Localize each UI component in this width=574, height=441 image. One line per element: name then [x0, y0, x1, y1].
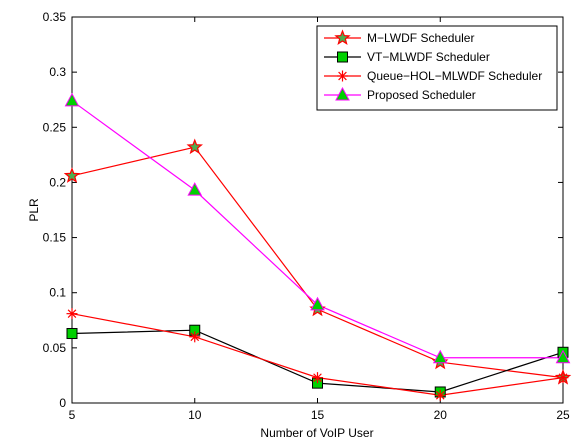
data-point-asterisk	[557, 372, 569, 384]
data-point-asterisk	[189, 331, 201, 343]
data-point-square	[66, 328, 78, 340]
legend-label: Proposed Scheduler	[367, 88, 476, 102]
data-point-asterisk	[434, 389, 446, 401]
y-tick-label: 0.2	[49, 175, 66, 189]
y-tick-label: 0	[59, 396, 66, 410]
data-point-asterisk-stroke	[67, 309, 77, 318]
data-point-star	[186, 138, 203, 155]
data-point-triangle	[310, 296, 325, 311]
data-point-asterisk-stroke	[313, 373, 322, 382]
data-point-asterisk-stroke	[558, 373, 568, 382]
legend-label: Queue−HOL−MLWDF Scheduler	[367, 69, 542, 83]
data-point-triangle	[64, 92, 80, 107]
y-tick-label: 0.15	[43, 231, 67, 245]
x-axis-title: Number of VoIP User	[260, 426, 373, 440]
legend-marker-star	[334, 29, 351, 46]
data-point-asterisk-stroke	[435, 390, 445, 400]
data-point-asterisk-stroke	[190, 332, 200, 342]
series-layer	[63, 92, 572, 401]
y-tick-label: 0.25	[43, 120, 67, 134]
x-tick-label: 15	[311, 408, 325, 422]
data-point-triangle	[555, 349, 571, 364]
data-point-triangle	[432, 349, 448, 364]
y-axis-title: PLR	[27, 198, 41, 222]
x-tick-label: 25	[556, 408, 570, 422]
data-point-asterisk	[66, 308, 78, 320]
y-tick-label: 0.3	[49, 65, 66, 79]
x-tick-label: 5	[69, 408, 76, 422]
series-markers-2	[66, 308, 569, 401]
data-point-triangle	[187, 182, 203, 196]
y-axis: 0 0.05 0.1 0.15 0.2 0.25 0.3 0.35	[43, 10, 563, 410]
x-tick-label: 10	[188, 408, 202, 422]
legend-label: VT−MLWDF Scheduler	[367, 50, 490, 64]
data-point-star	[63, 167, 81, 183]
legend: M−LWDF Scheduler VT−MLWDF Scheduler Queue−…	[316, 25, 558, 111]
x-axis: 5 10 15 20 25	[69, 17, 570, 422]
x-tick-label: 20	[434, 408, 448, 422]
y-tick-label: 0.35	[43, 10, 67, 24]
legend-marker-square	[337, 51, 348, 63]
y-tick-label: 0.05	[43, 341, 67, 355]
legend-marker-asterisk-stroke	[338, 71, 347, 81]
legend-marker-triangle	[335, 86, 350, 101]
legend-label: M−LWDF Scheduler	[367, 31, 474, 45]
legend-marker-asterisk	[337, 70, 348, 82]
y-tick-label: 0.1	[49, 286, 66, 300]
data-point-asterisk	[312, 372, 323, 384]
series-markers-3	[64, 92, 571, 364]
legend-box	[316, 25, 558, 111]
